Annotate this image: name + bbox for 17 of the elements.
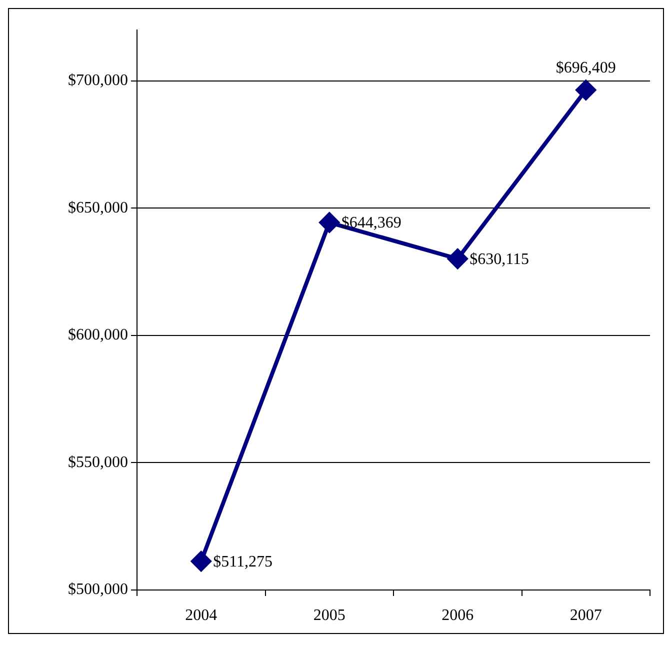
y-tick-label: $500,000: [68, 581, 128, 598]
y-tick-label: $650,000: [68, 199, 128, 216]
data-label: $511,275: [213, 554, 273, 571]
x-tick-label: 2007: [570, 606, 602, 624]
y-tick-label: $600,000: [68, 326, 128, 344]
x-tick-label: 2004: [185, 606, 218, 624]
point: [448, 248, 468, 269]
data-label: $696,409: [556, 59, 616, 76]
point: [319, 212, 340, 233]
x-tick-label: 2005: [313, 606, 346, 624]
data-label: $644,369: [341, 214, 402, 232]
point: [576, 80, 596, 100]
data-label: $630,115: [470, 251, 530, 268]
point: [191, 551, 212, 572]
y-tick-label: $550,000: [68, 454, 128, 471]
x-tick-label: 2006: [442, 606, 474, 624]
y-tick-label: $700,000: [68, 72, 128, 90]
